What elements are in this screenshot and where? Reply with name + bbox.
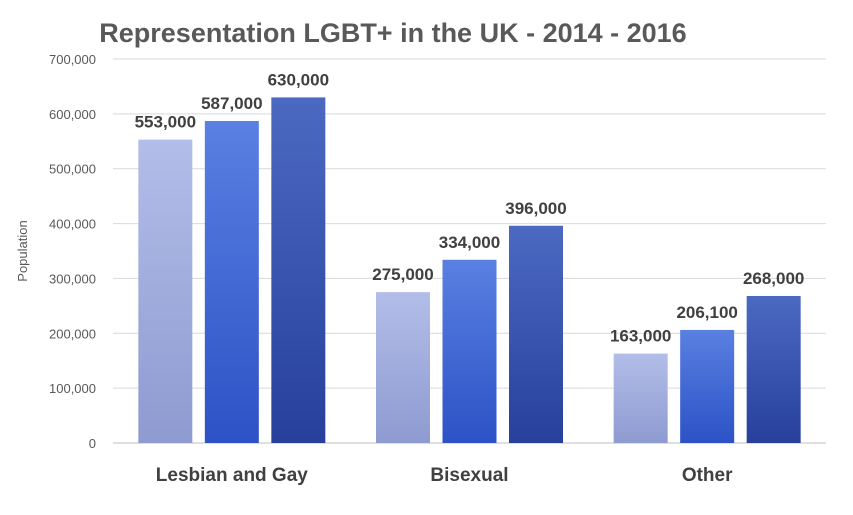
data-label: 268,000 [743,269,804,288]
bar [138,139,193,443]
y-tick-label: 200,000 [49,326,96,341]
y-tick-label: 500,000 [49,162,96,177]
y-tick-label: 400,000 [49,217,96,232]
y-tick-label: 700,000 [49,52,96,67]
data-label: 275,000 [372,265,433,284]
data-label: 163,000 [610,327,671,346]
x-tick-label: Bisexual [430,465,508,486]
x-tick-label: Lesbian and Gay [156,465,308,486]
y-tick-label: 0 [89,436,96,451]
y-axis-label: Population [15,220,30,281]
data-label: 206,100 [676,303,737,322]
x-tick-label: Other [682,465,733,486]
data-label: 396,000 [505,199,566,218]
bar [376,292,430,443]
bar [746,295,801,443]
bar [613,353,668,443]
chart-title: Representation LGBT+ in the UK - 2014 - … [99,18,686,48]
bars: 553,000 587,000 630,000 275,000 334,000 396,0… [135,70,804,444]
data-label: 553,000 [135,113,196,132]
data-label: 587,000 [201,94,262,113]
bar [442,259,497,443]
data-label: 630,000 [268,70,329,89]
y-tick-label: 600,000 [49,107,96,122]
bar [204,120,259,443]
y-tick-label: 100,000 [49,381,96,396]
x-tick-labels: Lesbian and Gay Bisexual Other [156,465,733,486]
bar [271,97,326,444]
bar [509,225,563,443]
y-tick-label: 300,000 [49,271,96,286]
data-label: 334,000 [439,233,500,252]
bar [680,329,735,443]
y-tick-labels: 0 100,000 200,000 300,000 400,000 500,000 600,… [49,52,96,451]
